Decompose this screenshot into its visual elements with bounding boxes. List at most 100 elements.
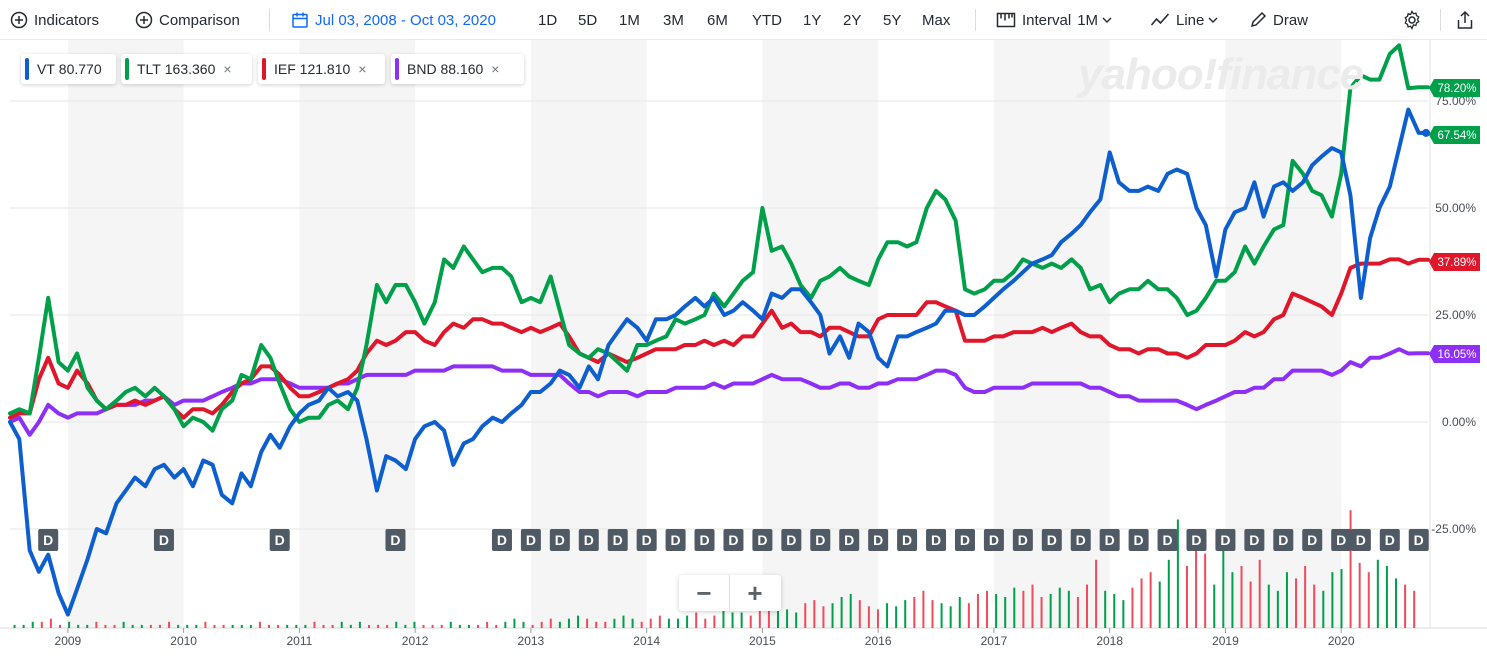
volume-bar <box>422 624 425 628</box>
dividend-marker: D <box>983 529 1004 551</box>
volume-bar <box>595 621 598 628</box>
volume-bar <box>467 624 470 628</box>
dividend-marker-label: D <box>728 532 738 548</box>
dividend-marker-label: D <box>275 532 285 548</box>
range-1y-button[interactable]: 1Y <box>803 11 822 29</box>
ruler-icon <box>996 11 1016 29</box>
volume-bar <box>213 624 216 628</box>
range-5y-button[interactable]: 5Y <box>883 11 902 29</box>
range-max-button[interactable]: Max <box>922 11 951 29</box>
range-2y-button[interactable]: 2Y <box>843 11 862 29</box>
volume-bar <box>286 624 289 628</box>
volume-bar <box>68 621 71 628</box>
volume-bar <box>186 624 189 628</box>
x-tick-label: 2013 <box>518 634 545 648</box>
dividend-marker: D <box>1070 529 1091 551</box>
dividend-marker: D <box>153 529 174 551</box>
date-range-button[interactable]: Jul 03, 2008 - Oct 03, 2020 <box>291 9 496 31</box>
volume-bar <box>1013 587 1016 628</box>
volume-bar <box>1049 593 1052 628</box>
interval-dropdown[interactable]: Interval 1M <box>996 9 1112 31</box>
volume-bar <box>1404 584 1407 628</box>
dividend-marker-label: D <box>390 532 400 548</box>
share-button[interactable] <box>1456 9 1474 31</box>
volume-bar <box>58 624 61 628</box>
y-tick-label: -25.00% <box>1431 522 1476 536</box>
x-tick-label: 2017 <box>981 634 1008 648</box>
settings-button[interactable] <box>1402 9 1422 31</box>
volume-bar <box>277 624 280 628</box>
range-ytd-button[interactable]: YTD <box>752 11 782 29</box>
volume-bar <box>967 603 970 628</box>
volume-bar <box>831 603 834 628</box>
share-icon <box>1456 10 1474 30</box>
volume-bar <box>268 624 271 628</box>
series-value-label-bnd: 16.05% <box>1429 345 1480 363</box>
legend-chip-bnd[interactable]: BND 88.160 × <box>391 54 524 84</box>
dividend-marker: D <box>38 529 59 551</box>
close-icon[interactable]: × <box>358 61 367 77</box>
volume-bar <box>867 606 870 628</box>
legend-chip-tlt[interactable]: TLT 163.360 × <box>121 54 252 84</box>
range-6m-button[interactable]: 6M <box>707 11 728 29</box>
dividend-marker-box <box>1350 529 1371 551</box>
zoom-divider <box>729 575 730 611</box>
yahoo-finance-watermark: yahoo!finance <box>1078 50 1364 99</box>
volume-bar <box>1086 584 1089 628</box>
volume-bar <box>986 590 989 628</box>
volume-bar <box>295 624 298 628</box>
dividend-marker-box <box>1012 529 1033 551</box>
dividend-marker-box <box>1099 529 1120 551</box>
range-1m-button[interactable]: 1M <box>619 11 640 29</box>
indicators-button[interactable]: Indicators <box>10 9 99 31</box>
volume-bar <box>549 618 552 628</box>
series-value-label-vt: 67.54% <box>1429 126 1480 144</box>
chart-type-dropdown[interactable]: Line <box>1150 9 1218 31</box>
zoom-in-button[interactable]: + <box>747 577 763 608</box>
volume-bar <box>1204 553 1207 628</box>
legend-chip-vt[interactable]: VT 80.770 <box>21 54 116 84</box>
toolbar-divider <box>269 9 270 31</box>
volume-bar <box>767 606 770 628</box>
dividend-marker: D <box>1273 529 1294 551</box>
volume-bar <box>195 624 198 628</box>
dividend-marker-box <box>1408 529 1429 551</box>
legend-symbol: BND <box>407 61 437 77</box>
comparison-button[interactable]: Comparison <box>135 9 240 31</box>
dividend-marker: D <box>1099 529 1120 551</box>
volume-bar <box>31 621 34 628</box>
dividend-marker-label: D <box>497 532 507 548</box>
legend-chip-ief[interactable]: IEF 121.810 × <box>258 54 385 84</box>
volume-bar <box>577 615 580 628</box>
draw-button[interactable]: Draw <box>1249 9 1308 31</box>
dividend-marker: D <box>954 529 975 551</box>
volume-bar <box>204 621 207 628</box>
volume-bar <box>358 621 361 628</box>
volume-bar <box>86 624 89 628</box>
volume-bar <box>1031 584 1034 628</box>
volume-bar <box>1058 587 1061 628</box>
range-3m-button[interactable]: 3M <box>663 11 684 29</box>
volume-bar <box>13 624 16 628</box>
toolbar-divider <box>975 9 976 31</box>
x-tick-label: 2009 <box>55 634 82 648</box>
comparison-label: Comparison <box>159 11 240 29</box>
add-circle-icon <box>10 11 28 29</box>
dividend-marker-label: D <box>960 532 970 548</box>
range-5d-button[interactable]: 5D <box>578 11 598 29</box>
volume-bar <box>340 621 343 628</box>
interval-value: 1M <box>1077 11 1099 29</box>
range-1d-button[interactable]: 1D <box>538 11 558 29</box>
close-icon[interactable]: × <box>223 61 232 77</box>
x-tick-label: 2011 <box>286 634 312 648</box>
x-tick-label: 2020 <box>1328 634 1355 648</box>
dividend-marker-label: D <box>1134 532 1144 548</box>
volume-bar <box>913 597 916 628</box>
volume-bar <box>840 597 843 628</box>
zoom-out-button[interactable]: − <box>696 577 712 608</box>
volume-bar <box>677 618 680 628</box>
close-icon[interactable]: × <box>491 61 500 77</box>
volume-bar <box>1331 572 1334 628</box>
volume-bar <box>1395 578 1398 628</box>
dividend-marker-label: D <box>526 532 536 548</box>
